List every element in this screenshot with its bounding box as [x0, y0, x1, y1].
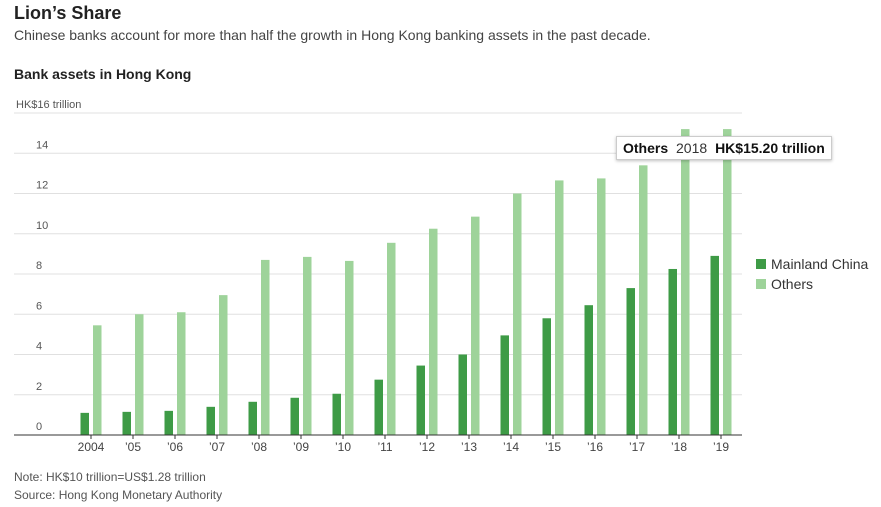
bar-others — [303, 256, 312, 435]
bar-others — [135, 314, 144, 435]
legend-label-others: Others — [771, 276, 814, 292]
bar-others — [723, 129, 732, 435]
y-tick-label: 12 — [36, 180, 48, 192]
bar-mainland-china — [584, 305, 593, 435]
bar-mainland-china — [290, 397, 299, 435]
bar-others — [177, 312, 186, 435]
x-tick-label: ’05 — [125, 440, 141, 454]
bar-others — [513, 193, 522, 435]
bar-mainland-china — [122, 411, 131, 435]
tooltip-value: HK$15.20 trillion — [715, 140, 825, 156]
x-tick-label: ’08 — [251, 440, 267, 454]
bar-mainland-china — [458, 354, 467, 435]
chart-source: Source: Hong Kong Monetary Authority — [14, 488, 223, 502]
x-tick-label: ’17 — [629, 440, 645, 454]
x-tick-label: ’10 — [335, 440, 351, 454]
bar-mainland-china — [80, 412, 89, 435]
x-tick-label: ’18 — [671, 440, 687, 454]
hover-tooltip: Others 2018 HK$15.20 trillion — [616, 136, 832, 160]
x-tick-label: ’19 — [713, 440, 729, 454]
y-axis-labels: 0 2 4 6 8 10 12 14 HK$16 trillion — [16, 99, 81, 433]
bar-others — [261, 259, 270, 435]
bar-others — [429, 228, 438, 435]
tooltip-year: 2018 — [676, 140, 708, 156]
bar-mainland-china — [248, 401, 257, 435]
y-tick-label: 8 — [36, 260, 42, 272]
bar-others — [345, 260, 354, 435]
chart-title: Lion’s Share — [14, 3, 122, 23]
bar-mainland-china — [206, 406, 215, 435]
bar-others — [555, 180, 564, 435]
y-tick-label: 2 — [36, 381, 42, 393]
bar-others — [471, 216, 480, 435]
bar-others — [93, 325, 102, 435]
chart-note: Note: HK$10 trillion=US$1.28 trillion — [14, 470, 206, 484]
legend-swatch-mainland — [756, 259, 766, 269]
bar-mainland-china — [164, 410, 173, 435]
bar-mainland-china — [542, 318, 551, 435]
chart-subtitle: Chinese banks account for more than half… — [14, 27, 651, 43]
bar-mainland-china — [374, 379, 383, 435]
y-tick-label: 14 — [36, 139, 48, 151]
bar-mainland-china — [332, 393, 341, 435]
x-tick-label: ’16 — [587, 440, 603, 454]
legend-item-mainland[interactable]: Mainland China — [756, 254, 868, 274]
legend-swatch-others — [756, 279, 766, 289]
legend-item-others[interactable]: Others — [756, 274, 868, 294]
bar-others — [597, 178, 606, 435]
x-tick-label: ’13 — [461, 440, 477, 454]
bar-mainland-china — [626, 288, 635, 435]
y-tick-label: 6 — [36, 300, 42, 312]
x-tick-label: ’06 — [167, 440, 183, 454]
y-tick-label: 10 — [36, 220, 48, 232]
x-tick-label: ’12 — [419, 440, 435, 454]
bar-mainland-china — [710, 255, 719, 435]
bars — [80, 129, 732, 435]
tooltip-series: Others — [623, 140, 669, 156]
bar-others — [681, 129, 690, 435]
legend: Mainland China Others — [756, 254, 868, 294]
bar-others — [639, 165, 648, 435]
bar-others — [219, 295, 228, 435]
x-tick-label: ’15 — [545, 440, 561, 454]
x-tick-label: ’07 — [209, 440, 225, 454]
chart-label: Bank assets in Hong Kong — [14, 66, 192, 82]
bar-mainland-china — [500, 335, 509, 435]
bar-mainland-china — [416, 365, 425, 435]
y-tick-label: 4 — [36, 341, 42, 353]
x-axis-labels: 2004 ’05 ’06 ’07 ’08 ’09 ’10 ’11 ’12 ’13 ’14 ’15 ’16… — [78, 435, 729, 454]
y-tick-label: 0 — [36, 421, 42, 433]
x-tick-label: 2004 — [78, 440, 105, 454]
bar-others — [387, 242, 396, 435]
x-tick-label: ’11 — [377, 440, 392, 454]
y-axis-title: HK$16 trillion — [16, 99, 81, 111]
legend-label-mainland: Mainland China — [771, 256, 869, 272]
x-tick-label: ’09 — [293, 440, 309, 454]
bar-mainland-china — [668, 268, 677, 435]
x-tick-label: ’14 — [503, 440, 519, 454]
